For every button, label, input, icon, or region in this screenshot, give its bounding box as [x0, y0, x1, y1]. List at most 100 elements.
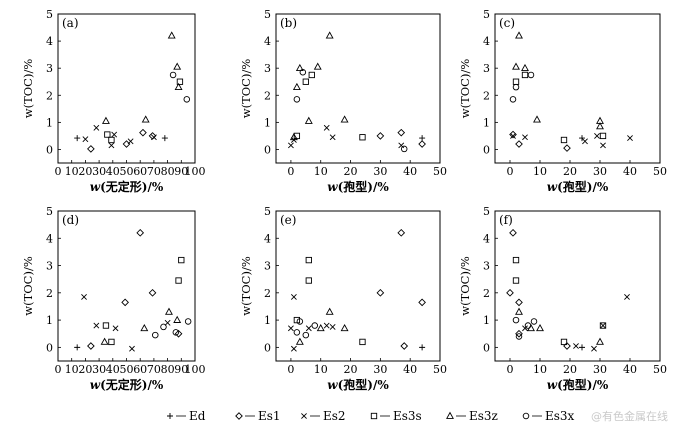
- x-tick-label: 40: [106, 363, 120, 376]
- x-tick-label: 90: [174, 363, 188, 376]
- legend-marker-es3s: [370, 412, 378, 420]
- data-point-es3x: [524, 322, 532, 329]
- legend-label: Es3z: [469, 409, 498, 423]
- data-point-ed: [419, 344, 426, 351]
- data-point-es2: [93, 124, 100, 131]
- data-point-es3z: [140, 323, 149, 332]
- data-point-es3s: [308, 71, 315, 79]
- data-point-es3s: [560, 338, 568, 346]
- data-point-es2: [627, 135, 633, 141]
- x-tick-label: 30: [593, 165, 607, 178]
- data-point-es3s: [176, 78, 184, 85]
- data-point-es3z: [340, 323, 349, 332]
- y-tick-label: 5: [264, 205, 271, 218]
- x-axis-label: w(无定形)/%: [90, 179, 164, 194]
- x-tick-label: 40: [623, 363, 637, 376]
- x-tick-label: 80: [161, 165, 175, 178]
- y-tick-label: 1: [46, 314, 53, 327]
- data-point-es2: [329, 134, 336, 141]
- y-tick-label: 2: [46, 89, 53, 102]
- y-tick-label: 5: [46, 205, 53, 218]
- x-tick-label: 40: [403, 165, 417, 178]
- data-point-es2: [112, 325, 119, 332]
- data-point-es3x: [169, 71, 177, 79]
- chart-panel: 0 10 20 30 40 50 0 1 2 3 4 5 (e) w(孢型)/% w(TOC)/%: [239, 205, 447, 392]
- x-tick-label: 20: [563, 363, 577, 376]
- data-point-es1: [509, 228, 517, 237]
- data-point-es3s: [102, 322, 110, 329]
- data-point-es2: [93, 322, 100, 329]
- data-point-es1: [506, 288, 514, 297]
- data-point-es3x: [400, 145, 408, 153]
- x-tick-label: 70: [147, 363, 161, 376]
- data-point-es3x: [172, 329, 180, 336]
- data-point-es3x: [512, 316, 520, 324]
- data-point-es2: [510, 132, 516, 139]
- x-tick-label: 0: [507, 363, 514, 376]
- y-tick-label: 0: [46, 341, 53, 354]
- x-tick-label: 40: [403, 363, 417, 376]
- watermark-text: @有色金属在线: [591, 410, 668, 423]
- legend-label: Ed: [189, 409, 206, 423]
- data-point-es3z: [325, 307, 334, 315]
- data-point-es1: [400, 342, 409, 350]
- y-tick-label: 5: [483, 205, 490, 218]
- data-point-es3s: [175, 277, 182, 284]
- data-point-es2: [81, 293, 87, 300]
- data-point-es1: [148, 288, 157, 297]
- data-point-es1: [515, 329, 523, 338]
- x-tick-label: 10: [314, 363, 328, 376]
- data-point-es2: [522, 134, 528, 141]
- data-point-es1: [418, 298, 426, 307]
- x-tick-label: 100: [185, 165, 206, 178]
- panel-label: (c): [499, 16, 515, 30]
- y-tick-label: 3: [46, 62, 53, 75]
- data-point-es3x: [527, 71, 535, 79]
- plot-frame: [57, 210, 196, 362]
- legend-label: Es3s: [393, 409, 422, 423]
- x-tick-label: 0: [55, 363, 62, 376]
- data-point-es2: [290, 293, 297, 300]
- data-point-es3z: [295, 337, 304, 345]
- legend-marker-ed: [167, 413, 173, 419]
- x-tick-label: 10: [533, 363, 547, 376]
- y-tick-label: 4: [483, 232, 490, 245]
- data-point-es1: [174, 329, 183, 338]
- x-tick-label: 10: [65, 363, 79, 376]
- x-tick-label: 70: [147, 165, 161, 178]
- data-point-es2: [164, 319, 171, 326]
- data-point-es2: [287, 325, 294, 332]
- data-point-es3z: [340, 115, 349, 123]
- panel-label: (e): [280, 213, 296, 227]
- data-point-es3z: [536, 323, 544, 332]
- x-tick-label: 20: [344, 165, 358, 178]
- data-point-es3z: [313, 62, 322, 70]
- data-point-es2: [594, 132, 600, 139]
- panel-label: (a): [62, 16, 79, 30]
- data-point-es2: [600, 142, 606, 149]
- data-point-es3z: [295, 63, 304, 72]
- y-tick-label: 0: [264, 341, 271, 354]
- data-point-es3s: [512, 277, 520, 284]
- data-point-es2: [82, 136, 89, 143]
- x-axis-label: w(孢型)/%: [547, 179, 609, 194]
- data-point-es3s: [359, 338, 366, 346]
- data-point-es1: [376, 288, 385, 297]
- x-tick-label: 50: [433, 363, 447, 376]
- data-point-es2: [127, 138, 134, 145]
- data-point-es2: [624, 293, 630, 300]
- data-point-es1: [418, 140, 426, 148]
- panel-label: (f): [499, 213, 513, 227]
- y-tick-label: 4: [264, 232, 271, 245]
- data-point-es3x: [183, 96, 191, 103]
- data-point-es3s: [521, 71, 529, 79]
- data-point-es1: [397, 228, 406, 237]
- data-point-es2: [573, 343, 579, 349]
- legend-marker-es3x: [522, 412, 530, 420]
- data-point-es1: [139, 128, 147, 137]
- legend-label: Es1: [258, 409, 281, 423]
- x-tick-label: 40: [623, 165, 637, 178]
- data-point-ed: [419, 135, 426, 142]
- chart-panel: 0 10 20 30 40 50 0 1 2 3 4 5 (c) w(孢型)/% w(TOC)/%: [458, 8, 667, 194]
- data-point-es2: [111, 131, 118, 138]
